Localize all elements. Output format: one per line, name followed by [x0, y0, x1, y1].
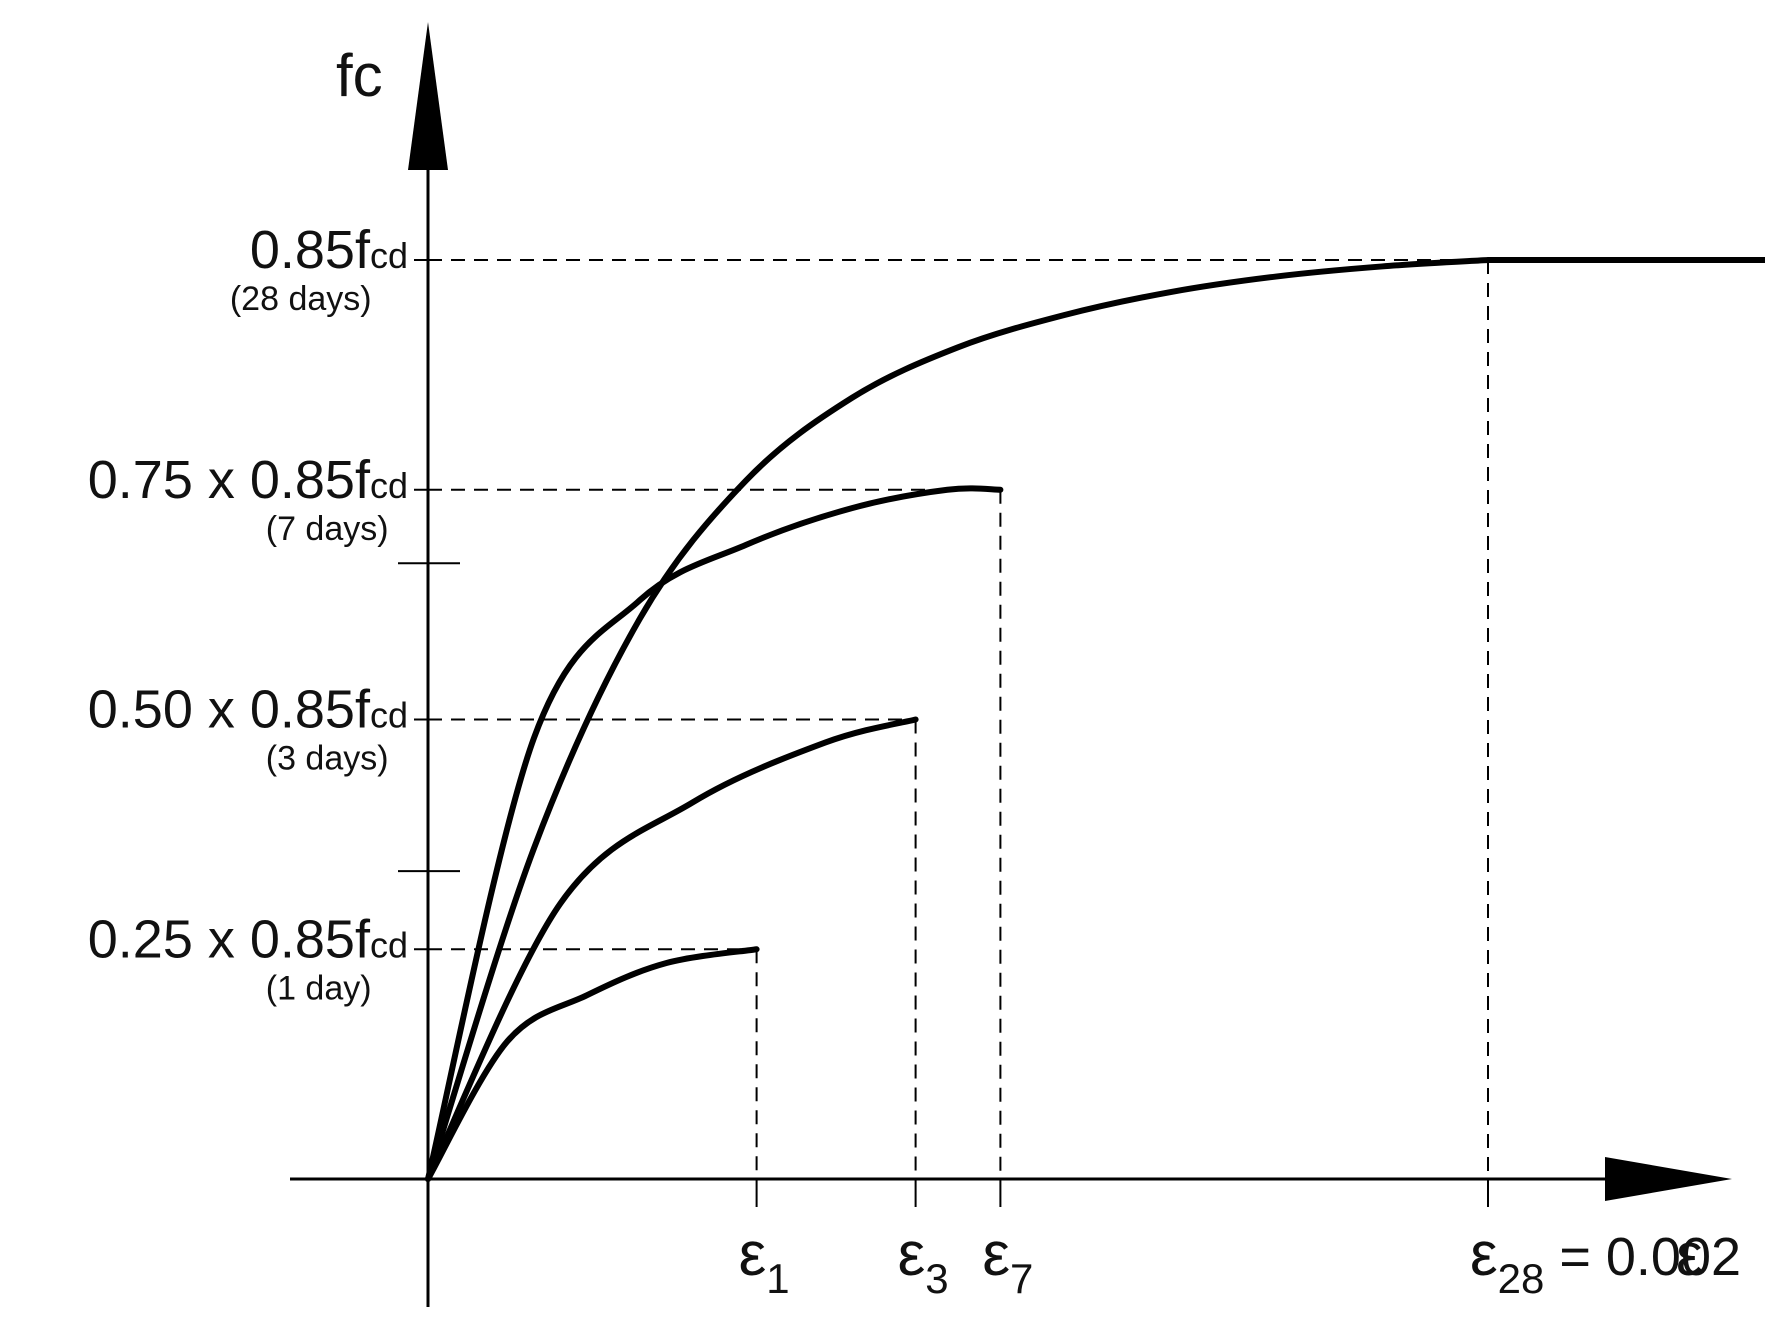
x-marker-subscript: 1 — [766, 1255, 789, 1302]
x-marker-subscript: 3 — [925, 1255, 948, 1302]
y-level-label-subscript: cd — [370, 695, 408, 736]
strength-curve-3 — [425, 485, 1004, 1182]
y-level-label: 0.25 x 0.85fcd — [88, 909, 408, 969]
strength-curve-4 — [425, 257, 1765, 1182]
x-marker-label: ε7 — [982, 1220, 1033, 1302]
y-level-age-label: (1 day) — [266, 969, 372, 1007]
strength-curve-2 — [425, 716, 919, 1182]
y-level-label: 0.50 x 0.85fcd — [88, 680, 408, 740]
x-marker-label: ε28 = 0.002 — [1470, 1220, 1741, 1302]
x-marker-symbol: ε — [982, 1220, 1010, 1289]
y-level-age-label: (7 days) — [266, 510, 389, 548]
y-level-label-main: 0.85f — [250, 220, 371, 280]
labels: fc ε 0.25 x 0.85fcd(1 day)0.50 x 0.85fcd… — [88, 42, 1741, 1302]
x-marker-symbol: ε — [898, 1220, 926, 1289]
y-level-label-subscript: cd — [370, 235, 408, 276]
axes — [290, 22, 1732, 1307]
y-level-label: 0.75 x 0.85fcd — [88, 450, 408, 510]
y-level-label-subscript: cd — [370, 924, 408, 965]
x-marker-subscript: 7 — [1010, 1255, 1033, 1302]
strength-curves — [425, 257, 1765, 1182]
x-axis-arrow — [1605, 1157, 1732, 1201]
x-marker-label: ε3 — [898, 1220, 949, 1302]
y-level-label-main: 0.50 x 0.85f — [88, 680, 371, 740]
y-axis-title: fc — [336, 42, 383, 109]
y-level-label: 0.85fcd — [250, 220, 408, 280]
y-axis-arrow — [408, 22, 448, 170]
y-level-age-label: (3 days) — [266, 740, 389, 778]
x-axis-title: ε — [1676, 1221, 1703, 1288]
y-level-label-subscript: cd — [370, 465, 408, 506]
x-marker-symbol: ε — [739, 1220, 767, 1289]
x-marker-symbol: ε — [1470, 1220, 1498, 1289]
y-level-label-main: 0.75 x 0.85f — [88, 450, 371, 510]
x-marker-subscript: 28 — [1498, 1255, 1545, 1302]
strength-curve-1 — [425, 946, 760, 1182]
reference-lines — [428, 259, 1765, 1179]
x-marker-label: ε1 — [739, 1220, 790, 1302]
x-marker-suffix: = 0.002 — [1544, 1227, 1741, 1287]
y-level-age-label: (28 days) — [230, 280, 372, 318]
y-level-label-main: 0.25 x 0.85f — [88, 909, 371, 969]
